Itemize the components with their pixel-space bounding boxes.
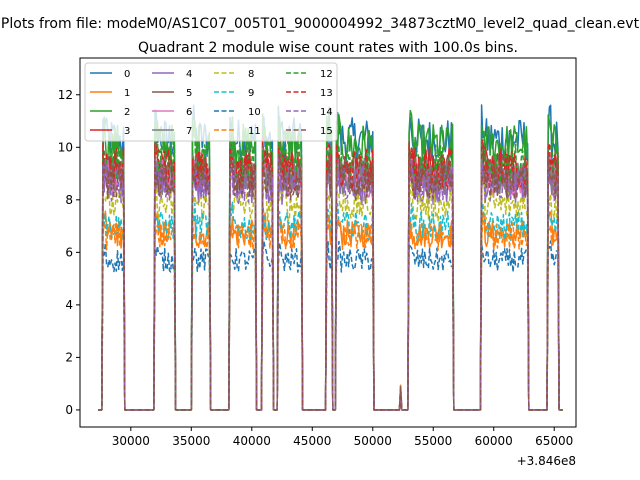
legend-label-15: 15 [320, 126, 333, 137]
x-tick-label: 45000 [293, 434, 331, 448]
legend-label-6: 6 [186, 107, 192, 118]
legend-label-7: 7 [186, 126, 192, 137]
x-tick-label: 50000 [354, 434, 392, 448]
y-axis: 0 2 4 6 8 10 12 [58, 88, 80, 417]
legend-label-13: 13 [320, 88, 333, 99]
chart-title: Quadrant 2 module wise count rates with … [138, 40, 518, 56]
legend-label-8: 8 [248, 69, 254, 80]
legend-label-3: 3 [124, 126, 130, 137]
y-tick-label: 2 [65, 350, 73, 364]
legend-label-1: 1 [124, 88, 130, 99]
legend-label-0: 0 [124, 69, 130, 80]
series-line-10 [98, 240, 563, 411]
legend-label-4: 4 [186, 69, 192, 80]
series-line-1 [98, 210, 563, 411]
y-tick-label: 4 [65, 298, 73, 312]
y-tick-label: 10 [58, 140, 73, 154]
legend-label-12: 12 [320, 69, 333, 80]
x-tick-label: 55000 [414, 434, 452, 448]
series-line-8 [98, 179, 563, 411]
series-line-15 [98, 151, 563, 411]
plot-frame [79, 57, 577, 428]
series-layer [98, 104, 563, 411]
legend-frame [84, 62, 338, 142]
x-tick-label: 35000 [172, 434, 210, 448]
y-tick-label: 0 [65, 403, 73, 417]
x-tick-label: 65000 [535, 434, 573, 448]
x-tick-label: 40000 [233, 434, 271, 448]
legend-label-10: 10 [248, 107, 261, 118]
y-tick-label: 12 [58, 88, 73, 102]
legend-label-5: 5 [186, 88, 192, 99]
figure-suptitle: Plots from file: modeM0/AS1C07_005T01_90… [1, 16, 640, 32]
legend-label-14: 14 [320, 107, 333, 118]
y-tick-label: 8 [65, 193, 73, 207]
y-tick-label: 6 [65, 245, 73, 259]
x-axis: 30000 35000 40000 45000 50000 55000 60000 65000 [112, 427, 573, 448]
x-tick-label: 60000 [475, 434, 513, 448]
legend-label-11: 11 [248, 126, 261, 137]
legend-label-2: 2 [124, 107, 130, 118]
x-tick-label: 30000 [112, 434, 150, 448]
x-offset-label: +3.846e8 [517, 454, 576, 468]
legend-label-9: 9 [248, 88, 254, 99]
